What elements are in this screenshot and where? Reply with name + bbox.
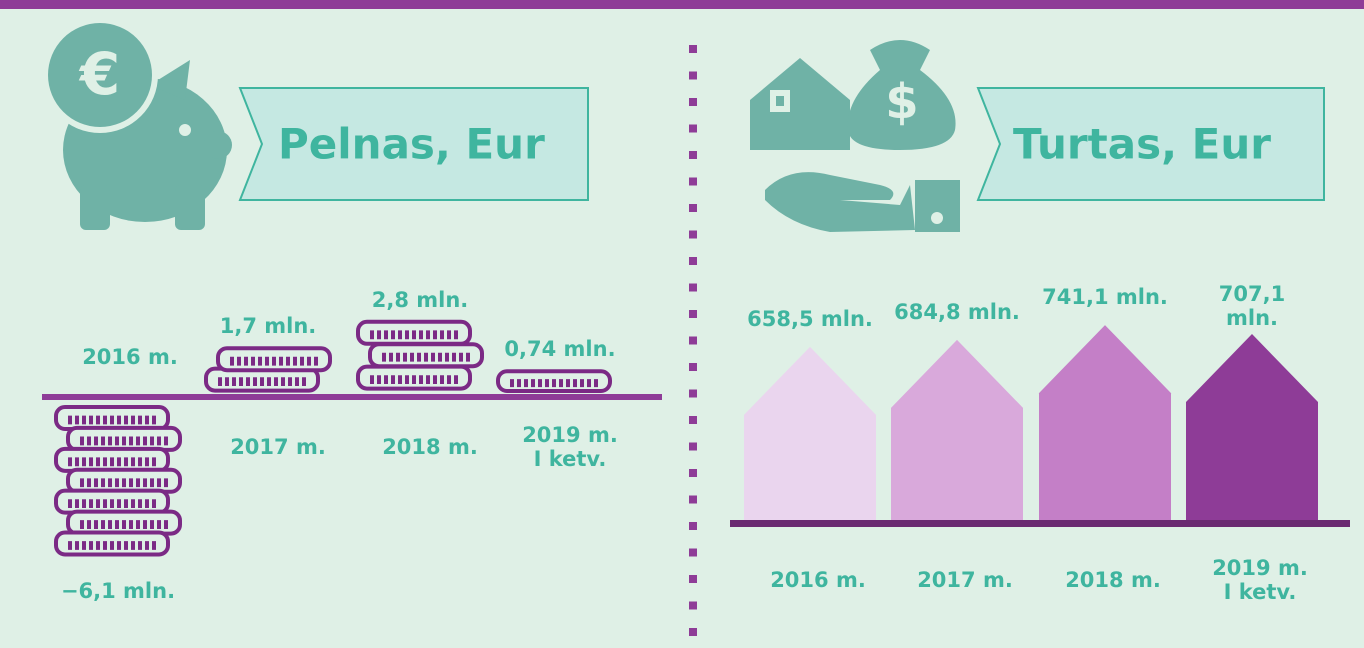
divider-dot (689, 310, 697, 318)
value-label: 707,1 mln. (1218, 282, 1286, 331)
piggy-icon: € (42, 17, 232, 230)
value-label: 0,74 mln. (504, 337, 616, 362)
house-bar (891, 339, 1023, 520)
baseline (730, 520, 1350, 527)
chart-title: Turtas, Eur (1013, 119, 1271, 169)
title-banner (238, 87, 589, 201)
baseline (42, 394, 662, 400)
value-label: 658,5 mln. (747, 306, 873, 331)
coin-stack (356, 319, 484, 391)
value-label: 741,1 mln. (1042, 285, 1168, 310)
divider-dot (689, 495, 697, 504)
divider-dot (689, 151, 697, 159)
svg-text:€: € (78, 40, 120, 108)
divider-dot (689, 363, 697, 371)
divider-dot (689, 601, 697, 610)
category-label: 2016 m. (82, 345, 178, 369)
category-label: 2017 m. (917, 568, 1013, 592)
divider-dot (689, 257, 697, 265)
divider-dot (689, 628, 697, 636)
divider-dot (689, 575, 697, 583)
category-label: 2018 m. (382, 435, 478, 459)
divider-dot (689, 124, 697, 133)
divider-dot (689, 177, 697, 186)
house-bar (744, 346, 876, 520)
divider-dot (689, 442, 697, 451)
divider (689, 45, 697, 636)
asset-icon: $ (750, 40, 960, 232)
value-label: −6,1 mln. (60, 579, 176, 604)
divider-dot (689, 71, 697, 80)
divider-dot (689, 98, 697, 106)
house-bar (1039, 325, 1171, 520)
divider-dot (689, 548, 697, 557)
value-label: 684,8 mln. (894, 299, 1020, 324)
category-label: 2017 m. (230, 435, 326, 459)
category-label: 2019 m. I ketv. (1212, 556, 1308, 604)
divider-dot (689, 283, 697, 292)
category-label: 2019 m. I ketv. (522, 423, 618, 471)
coin-stack (496, 369, 612, 393)
value-label: 2,8 mln. (371, 287, 469, 312)
top-bar (0, 0, 1364, 9)
divider-dot (689, 204, 697, 212)
divider-dot (689, 416, 697, 424)
svg-text:$: $ (885, 74, 918, 130)
divider-dot (689, 522, 697, 530)
chart-title: Pelnas, Eur (278, 119, 545, 169)
divider-dot (689, 389, 697, 398)
divider-dot (689, 469, 697, 477)
category-label: 2016 m. (770, 568, 866, 592)
house-bar (1186, 334, 1318, 520)
title-banner (976, 87, 1325, 201)
divider-dot (689, 230, 697, 239)
coin-stack (204, 346, 332, 393)
coin-stack (54, 405, 182, 557)
divider-dot (689, 45, 697, 53)
value-label: 1,7 mln. (219, 314, 317, 339)
category-label: 2018 m. (1065, 568, 1161, 592)
divider-dot (689, 336, 697, 345)
